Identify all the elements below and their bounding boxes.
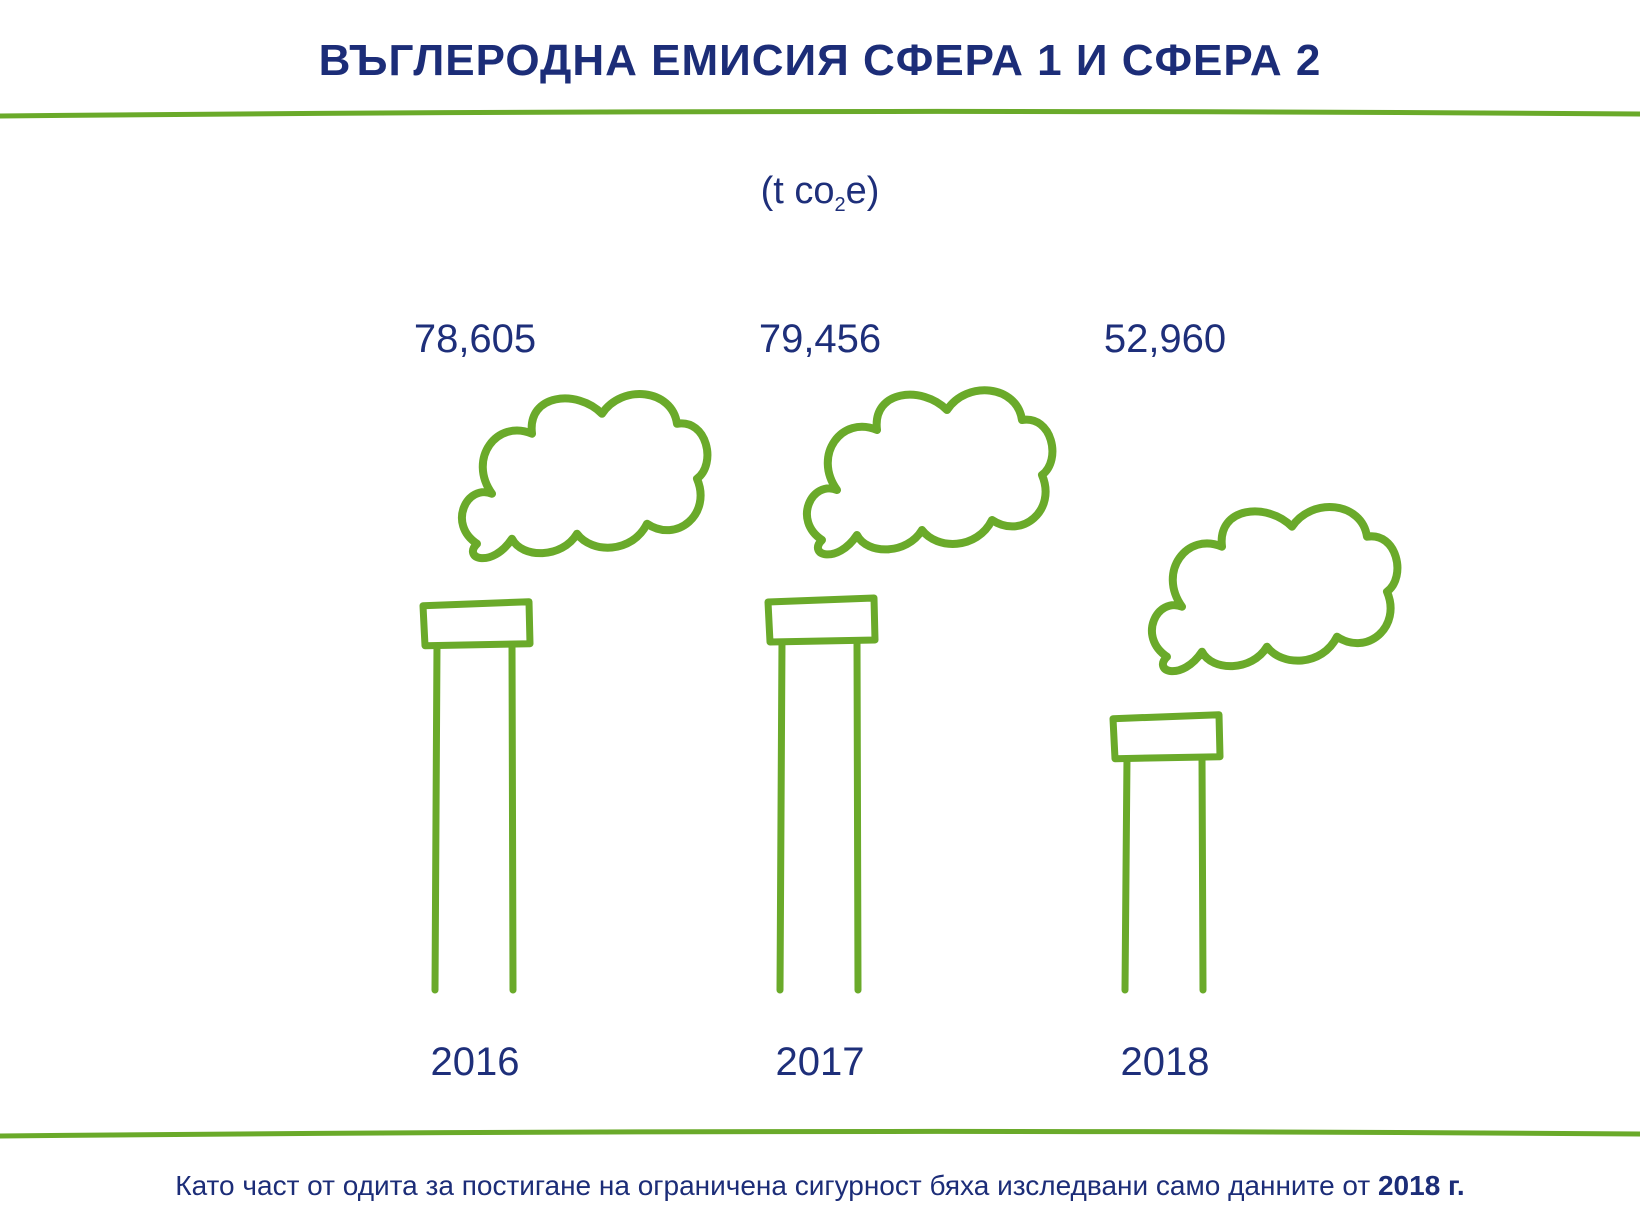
stack-cap-2017: [764, 594, 879, 646]
unit-prefix: (t co: [760, 170, 835, 212]
page-title: ВЪГЛЕРОДНА ЕМИСИЯ СФЕРА 1 И СФЕРА 2: [318, 36, 1322, 85]
bar-2017: 79,456 2017: [759, 317, 1057, 1084]
bar-2016: 78,605 2016: [414, 317, 712, 1084]
year-label-2016: 2016: [431, 1040, 520, 1084]
unit-suffix: e): [845, 170, 880, 212]
smokestack-2016: [431, 640, 517, 994]
value-label-2018: 52,960: [1104, 317, 1226, 361]
smokestack-2017: [776, 636, 862, 994]
footnote-bold: 2018 г.: [1377, 1170, 1465, 1201]
value-label-2016: 78,605: [414, 317, 536, 361]
stack-cap-2016: [419, 598, 534, 650]
value-label-2017: 79,456: [759, 317, 881, 361]
bottom-divider: [0, 1128, 1640, 1139]
bar-2018: 52,960 2018: [1104, 317, 1402, 1084]
smoke-cloud-2017: [802, 386, 1057, 559]
stack-cap-2018: [1109, 711, 1224, 763]
year-label-2018: 2018: [1121, 1040, 1210, 1084]
unit-label: (t co2e): [0, 170, 1640, 217]
year-label-2017: 2017: [776, 1040, 865, 1084]
unit-subscript: 2: [834, 194, 846, 216]
top-divider: [0, 108, 1640, 119]
footnote-text: Като част от одита за постигане на огран…: [175, 1170, 1378, 1201]
smokestack-2018: [1121, 753, 1207, 994]
smoke-cloud-2016: [457, 390, 712, 563]
footnote: Като част от одита за постигане на огран…: [0, 1170, 1640, 1202]
smoke-cloud-2018: [1147, 503, 1402, 676]
